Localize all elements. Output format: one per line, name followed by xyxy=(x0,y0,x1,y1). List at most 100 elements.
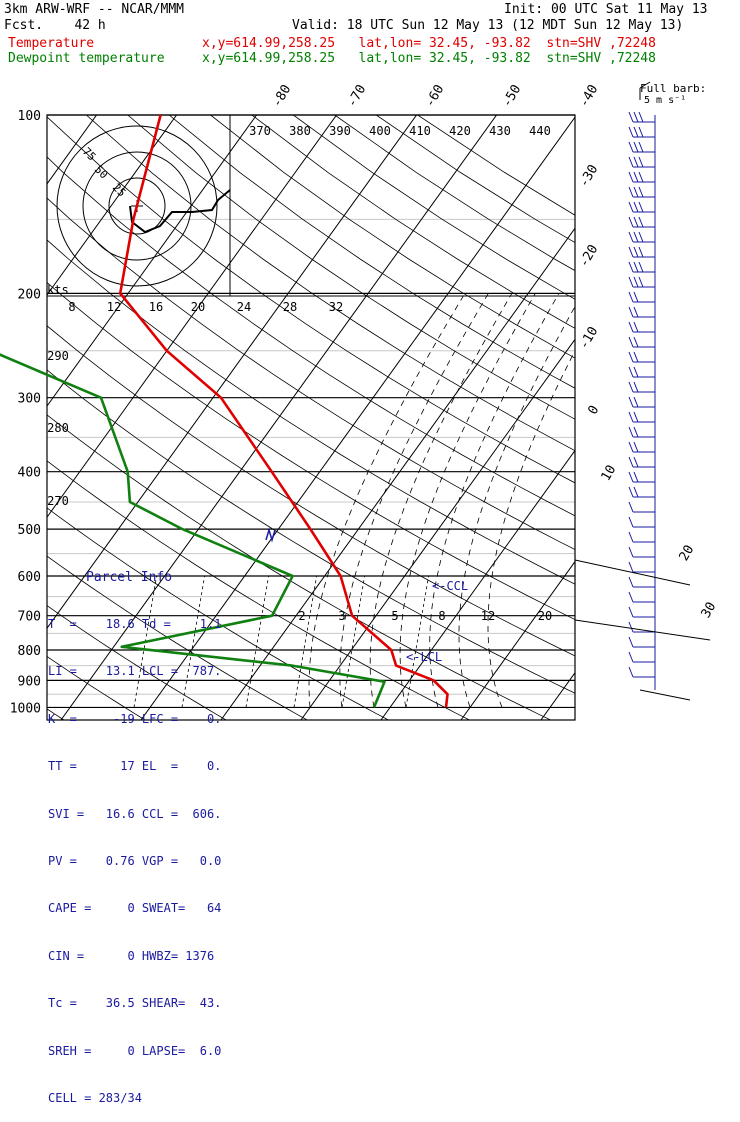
wind-barb xyxy=(629,292,655,302)
wind-barb xyxy=(629,202,655,212)
hodo-ring-label: 50 xyxy=(92,163,111,182)
pressure-label: 300 xyxy=(18,392,41,407)
dry-adiabat xyxy=(335,115,740,720)
dry-adiabat xyxy=(418,115,740,720)
isotherm-label: 0 xyxy=(586,403,603,417)
left-theta-label: 270 xyxy=(47,494,69,508)
mixing-ratio-label: 2 xyxy=(298,609,305,623)
pressure-label: 900 xyxy=(18,674,41,689)
mixing-ratio-label: 20 xyxy=(538,609,552,623)
parcel-row: Tc = 36.5 SHEAR= 43. xyxy=(48,996,221,1012)
wind-barb xyxy=(629,322,655,332)
mixing-ratio-label: 3 xyxy=(338,609,345,623)
wind-barb xyxy=(629,217,655,227)
dry-adiabat xyxy=(211,115,740,720)
isotherm-line xyxy=(0,115,17,720)
wind-barb xyxy=(629,592,655,602)
wind-barb xyxy=(629,637,655,647)
speed-label: 32 xyxy=(329,300,343,314)
barb-legend-title: Full barb: xyxy=(640,82,706,95)
hodo-ring-label: 25 xyxy=(110,181,129,200)
parcel-row: K = -19 LFC = 0. xyxy=(48,712,221,728)
wind-barb xyxy=(629,442,655,452)
isotherm-line xyxy=(461,115,740,720)
wind-barb xyxy=(629,277,655,287)
moist-adiabat xyxy=(370,293,512,707)
theta-label: 420 xyxy=(449,124,471,138)
wind-barb xyxy=(629,157,655,167)
ccl-marker: <-CCL xyxy=(432,579,468,593)
isotherm-line xyxy=(701,115,740,720)
mixing-ratio-label: 12 xyxy=(481,609,495,623)
parcel-row: CELL = 283/34 xyxy=(48,1091,221,1107)
parcel-row: SVI = 16.6 CCL = 606. xyxy=(48,807,221,823)
pressure-label: 600 xyxy=(18,570,41,585)
pressure-label: 700 xyxy=(18,610,41,625)
pressure-label: 800 xyxy=(18,644,41,659)
speed-label: 20 xyxy=(191,300,205,314)
pressure-label: 1000 xyxy=(10,701,41,716)
wind-barb xyxy=(629,337,655,347)
parcel-row: T = 18.6 Td = 1.1 xyxy=(48,617,221,633)
wind-barb xyxy=(629,532,655,542)
wind-barb xyxy=(629,307,655,317)
theta-label: 410 xyxy=(409,124,431,138)
wind-barb xyxy=(629,382,655,392)
wind-barb xyxy=(629,457,655,467)
wind-barb xyxy=(629,607,655,617)
dry-adiabat xyxy=(293,115,740,720)
isotherm-line xyxy=(381,115,740,720)
pressure-label: 200 xyxy=(18,287,41,302)
isotherm-label: -80 xyxy=(270,82,295,110)
mixing-ratio-label: 5 xyxy=(391,609,398,623)
wind-barb xyxy=(629,397,655,407)
wind-barb xyxy=(629,562,655,572)
isotherm-label: 20 xyxy=(677,543,698,564)
wind-barb xyxy=(629,187,655,197)
parcel-row: CIN = 0 HWBZ= 1376 xyxy=(48,949,221,965)
dry-adiabat xyxy=(169,115,740,720)
wind-barb xyxy=(629,232,655,242)
outer-isotherm-tail xyxy=(575,560,710,700)
left-theta-label: 280 xyxy=(47,421,69,435)
speed-label: 8 xyxy=(68,300,75,314)
mixing-ratio-label: 8 xyxy=(438,609,445,623)
theta-label: 430 xyxy=(489,124,511,138)
speed-label: 24 xyxy=(237,300,251,314)
kts-label: kts xyxy=(47,283,69,297)
wind-barb xyxy=(629,427,655,437)
freezing-marker xyxy=(266,530,275,540)
wind-barb xyxy=(629,112,655,122)
parcel-info-title: Parcel Info xyxy=(86,570,221,586)
speed-label: 28 xyxy=(283,300,297,314)
wind-barb xyxy=(629,547,655,557)
isotherm-line xyxy=(221,115,657,720)
theta-label: 370 xyxy=(249,124,271,138)
speed-label: 16 xyxy=(149,300,163,314)
pressure-label: 400 xyxy=(18,466,41,481)
wind-barb xyxy=(629,652,655,662)
isotherm-label: -40 xyxy=(577,82,602,110)
wind-barb xyxy=(629,127,655,137)
isotherm-label: -60 xyxy=(423,82,448,110)
parcel-row: LI = 13.1 LCL = 787. xyxy=(48,664,221,680)
wind-barb xyxy=(629,577,655,587)
pressure-label: 500 xyxy=(18,523,41,538)
theta-label: 380 xyxy=(289,124,311,138)
wind-barb xyxy=(629,142,655,152)
wind-barb xyxy=(629,352,655,362)
mixing-ratio-line xyxy=(294,576,317,707)
isotherm-label: -50 xyxy=(500,82,525,110)
isotherm-label: -70 xyxy=(345,82,370,110)
wind-barb xyxy=(629,622,655,632)
parcel-row: CAPE = 0 SWEAT= 64 xyxy=(48,901,221,917)
moist-adiabat xyxy=(340,293,489,707)
speed-label: 12 xyxy=(107,300,121,314)
wind-barb xyxy=(629,667,655,677)
parcel-row: SREH = 0 LAPSE= 6.0 xyxy=(48,1044,221,1060)
wind-barb xyxy=(629,262,655,272)
barb-legend-unit: 5 m s⁻¹ xyxy=(644,95,686,106)
mixing-ratio-line xyxy=(406,576,429,707)
wind-barb xyxy=(629,367,655,377)
theta-label: 390 xyxy=(329,124,351,138)
